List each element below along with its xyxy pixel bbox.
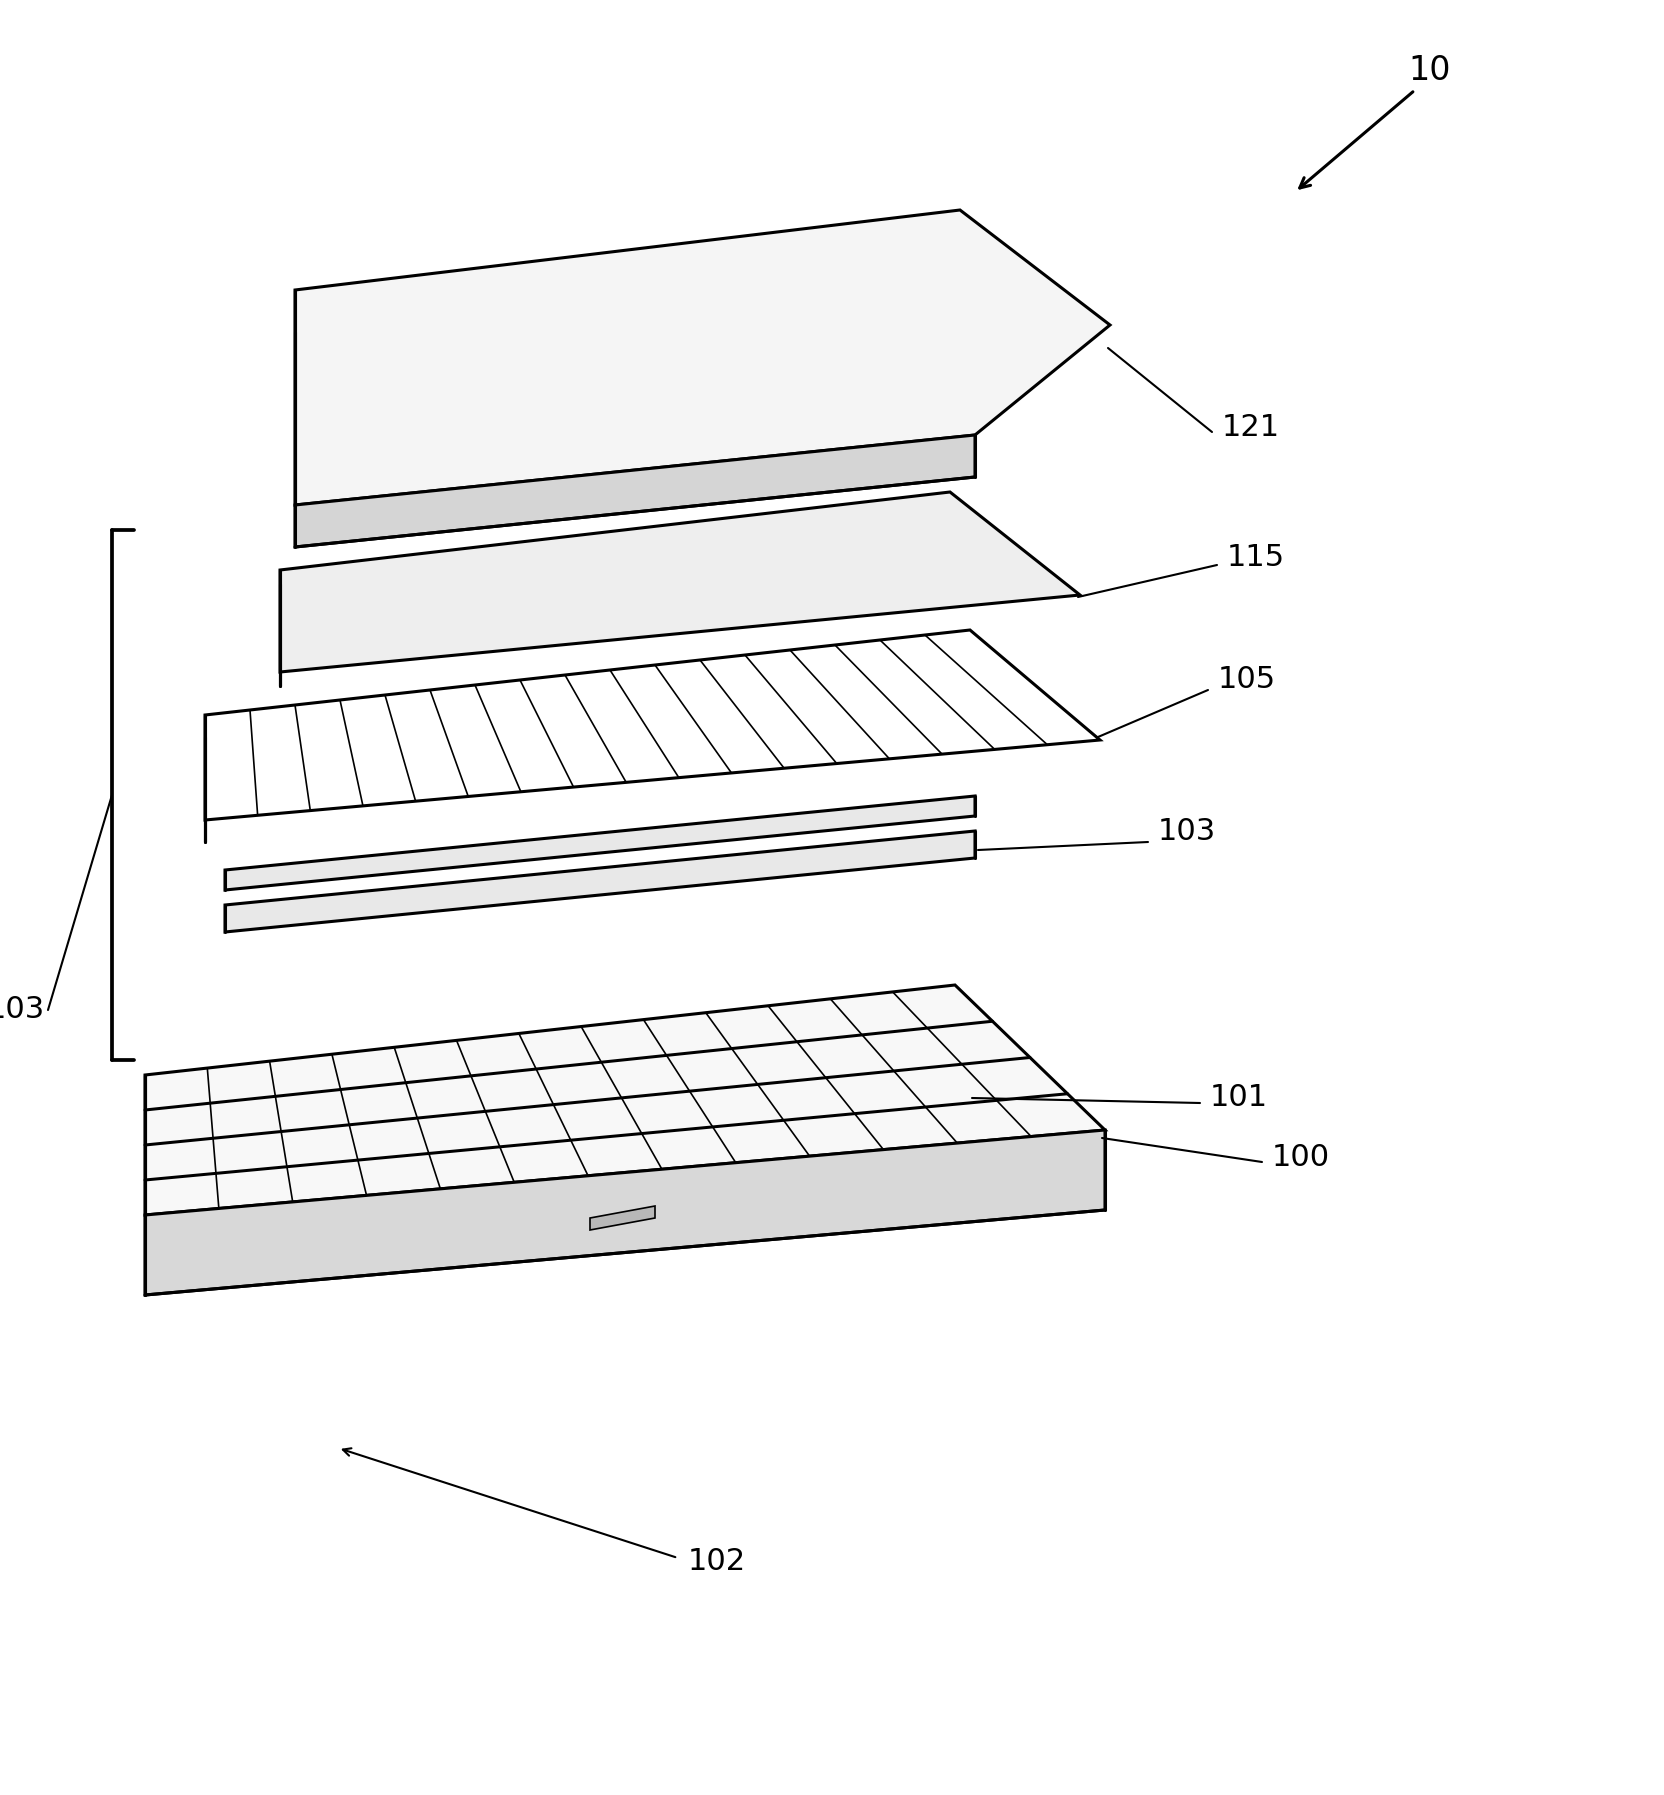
Polygon shape — [280, 492, 1080, 671]
Polygon shape — [205, 630, 1100, 820]
Text: 100: 100 — [1271, 1143, 1330, 1172]
Text: 101: 101 — [1210, 1084, 1268, 1113]
Polygon shape — [145, 985, 1105, 1215]
Text: 103: 103 — [1158, 817, 1216, 847]
Text: 121: 121 — [1221, 413, 1280, 443]
Text: 10: 10 — [1409, 54, 1451, 86]
Polygon shape — [295, 210, 1110, 504]
Polygon shape — [225, 831, 975, 932]
Text: 105: 105 — [1218, 666, 1276, 695]
Polygon shape — [591, 1206, 656, 1230]
Text: 115: 115 — [1226, 544, 1285, 573]
Text: 103: 103 — [0, 996, 45, 1025]
Polygon shape — [225, 795, 975, 890]
Text: 102: 102 — [687, 1547, 745, 1576]
Polygon shape — [145, 1131, 1105, 1294]
Polygon shape — [295, 434, 975, 547]
